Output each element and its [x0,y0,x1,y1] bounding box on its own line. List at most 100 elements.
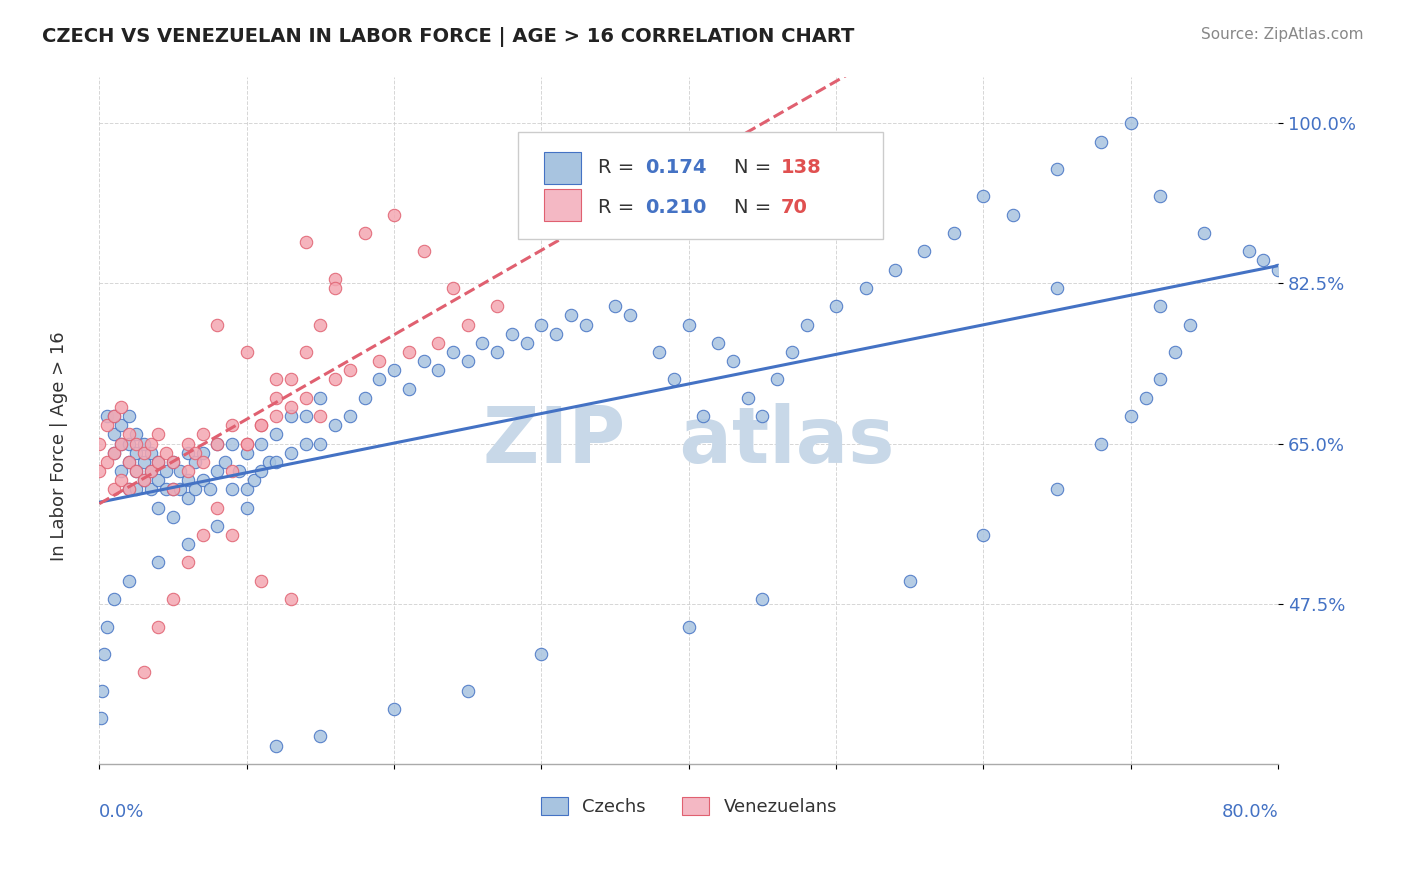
Point [139,464,162,478]
Point [221,528,243,542]
Point [721,354,744,368]
Point [1149,189,1171,203]
Point [1237,244,1260,259]
Point [139,445,162,459]
Point [184,445,207,459]
Point [148,455,170,469]
Point [235,445,257,459]
Point [177,537,200,551]
Point [148,455,170,469]
Point [125,464,148,478]
Point [250,436,273,450]
Point [177,491,200,506]
Point [110,436,132,450]
Point [294,345,316,359]
Point [530,318,553,332]
Point [678,619,700,633]
Point [457,354,479,368]
Point [368,372,391,386]
Point [162,455,184,469]
Point [93,647,115,661]
Point [264,409,287,423]
Point [228,464,250,478]
Point [191,528,214,542]
Point [1135,391,1157,405]
Point [294,436,316,450]
Point [294,391,316,405]
Point [309,730,332,744]
Text: R =: R = [598,198,641,217]
Point [457,318,479,332]
Point [162,483,184,497]
Point [382,363,405,377]
Point [221,464,243,478]
Point [678,318,700,332]
Point [184,483,207,497]
Point [250,418,273,433]
Point [177,556,200,570]
Point [96,619,118,633]
Point [323,281,346,295]
Point [1046,483,1069,497]
Text: 70: 70 [780,198,807,217]
Point [110,473,132,487]
Point [132,436,155,450]
Point [280,409,302,423]
Point [110,418,132,433]
Point [353,226,375,240]
Point [309,318,332,332]
Text: R =: R = [598,158,641,177]
Point [382,208,405,222]
Point [1194,226,1216,240]
Point [235,483,257,497]
Point [148,473,170,487]
Point [323,418,346,433]
Point [125,464,148,478]
Point [207,436,229,450]
Point [207,436,229,450]
Point [96,455,118,469]
Point [264,372,287,386]
Point [191,473,214,487]
Text: N =: N = [734,198,778,217]
Point [884,262,907,277]
Point [1149,372,1171,386]
Point [751,592,773,607]
Text: In Labor Force | Age > 16: In Labor Force | Age > 16 [51,331,67,561]
Point [250,574,273,588]
Point [243,473,266,487]
Text: N =: N = [734,158,778,177]
Point [309,436,332,450]
Point [191,445,214,459]
Point [825,299,848,313]
Point [441,345,464,359]
Point [560,309,582,323]
Point [132,473,155,487]
Point [103,409,125,423]
Point [89,464,111,478]
Point [264,391,287,405]
Point [914,244,936,259]
Point [294,235,316,249]
Point [339,409,361,423]
Point [155,445,177,459]
Point [177,445,200,459]
Point [235,436,257,450]
Point [118,409,141,423]
Point [1119,116,1142,130]
Point [198,483,221,497]
Point [169,464,191,478]
Point [441,281,464,295]
Point [398,382,420,396]
Point [855,281,877,295]
Point [184,455,207,469]
Point [118,483,141,497]
Point [427,363,450,377]
Point [780,345,803,359]
Point [412,244,434,259]
Point [177,473,200,487]
Text: 0.174: 0.174 [645,158,707,177]
Point [125,436,148,450]
Point [257,455,280,469]
Point [148,500,170,515]
